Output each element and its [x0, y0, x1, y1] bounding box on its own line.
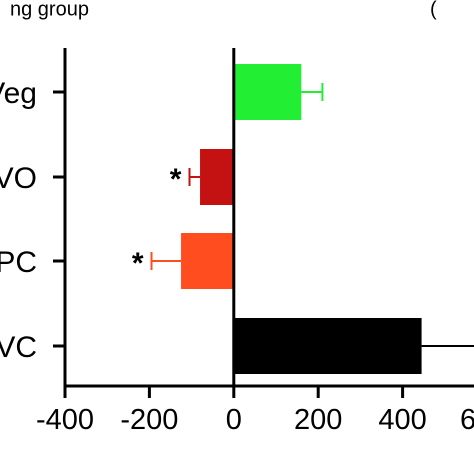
bar-vo	[200, 149, 234, 205]
caption-fragment: ng group	[10, 0, 89, 21]
x-tick-label--200: -200	[120, 404, 178, 436]
bar-vc	[233, 318, 422, 374]
significance-mark-pc: *	[132, 247, 144, 280]
bar-veg	[233, 64, 302, 120]
x-tick-label-400: 400	[378, 404, 426, 436]
x-tick-label-200: 200	[294, 404, 342, 436]
plot-area: Veg * VO * PC VC -400 -200 0 200 400 6	[0, 48, 474, 436]
category-label-veg: Veg	[0, 77, 37, 110]
x-tick-label-6: 6	[460, 404, 474, 436]
category-label-vc: VC	[0, 331, 37, 364]
category-label-pc: PC	[0, 246, 37, 279]
caption-fragment-right: (	[430, 0, 437, 21]
x-tick-label-0: 0	[226, 404, 242, 436]
bar-pc	[181, 233, 234, 289]
category-label-vo: VO	[0, 162, 37, 195]
significance-mark-vo: *	[170, 163, 182, 196]
x-tick-label--400: -400	[36, 404, 94, 436]
